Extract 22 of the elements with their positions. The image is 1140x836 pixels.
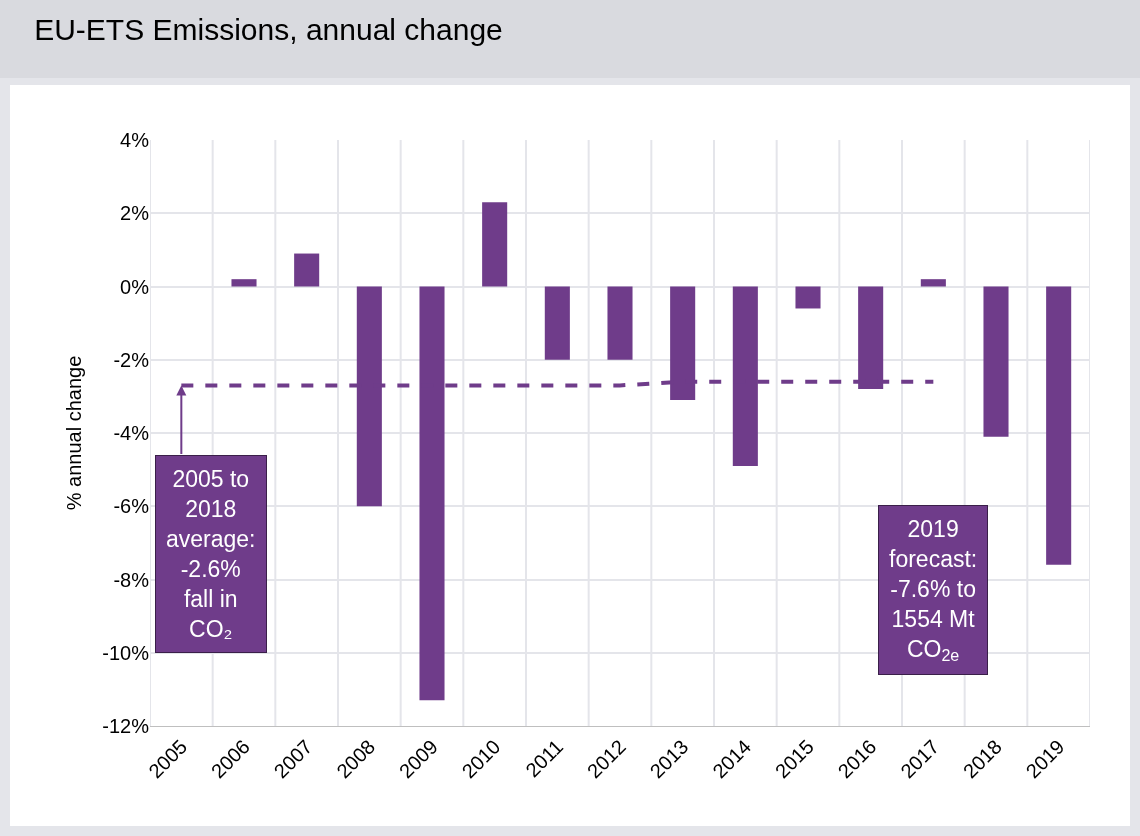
y-tick-label: -10% [102,641,150,664]
bar [1046,286,1072,565]
bar [231,279,257,287]
bar [983,286,1009,437]
y-tick-label: -4% [113,422,150,444]
y-tick-label: -6% [113,495,150,518]
bar [795,286,821,309]
y-tick-label: 0% [120,275,150,298]
y-tick-label: -8% [113,568,150,591]
y-tick-label: 4% [120,129,150,151]
bar [920,279,946,287]
annotation: 2005 to 2018 average: -2.6% fall in CO₂ [166,466,256,642]
y-tick-label: -12% [102,715,150,737]
chart-title: EU-ETS Emissions, annual change [34,12,503,46]
y-axis-title: % annual change [62,355,85,511]
bar [607,286,633,360]
annotation: 2019 forecast: -7.6% to 1554 Mt CO$_{2e}$ [889,516,978,665]
y-tick-label: 2% [120,202,150,225]
y-tick-label: -2% [113,348,150,371]
bar [294,253,320,287]
bar [482,202,508,287]
bar [544,286,570,360]
